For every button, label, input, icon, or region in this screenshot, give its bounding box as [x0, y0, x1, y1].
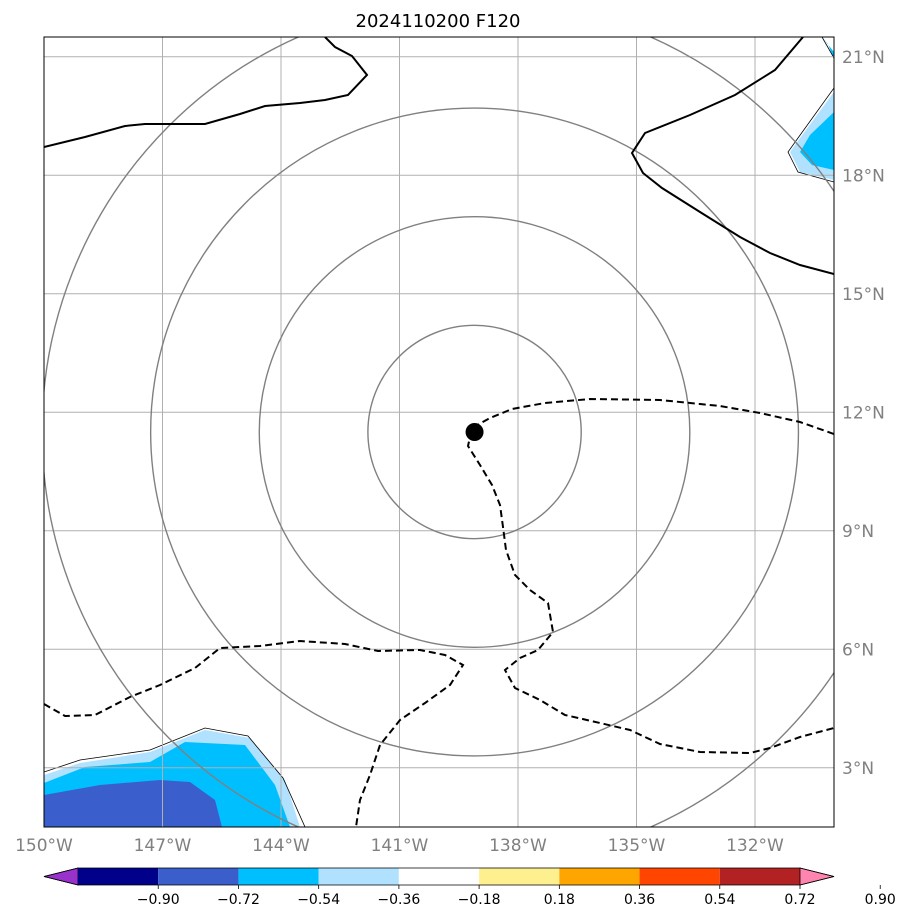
colorbar-outline	[43, 867, 835, 886]
shaded-field-southwest	[44, 727, 306, 827]
longitude-tick-labels: 150°W 147°W 144°W 141°W 138°W 135°W 132°W	[15, 836, 784, 856]
lat-tick-label: 6°N	[842, 640, 874, 660]
lon-tick-label: 141°W	[371, 836, 429, 856]
colorbar-swatch	[639, 868, 720, 885]
colorbar-label: −0.36	[377, 892, 420, 908]
colorbar-label: −0.72	[217, 892, 260, 908]
range-ring-2	[258, 216, 691, 648]
colorbar-label: 0.72	[784, 892, 815, 908]
colorbar-label: 0.90	[865, 892, 896, 908]
lon-tick-label: 147°W	[134, 836, 192, 856]
lat-tick-label: 9°N	[842, 522, 874, 542]
storm-center-marker	[465, 423, 484, 441]
colorbar-swatch	[479, 868, 560, 885]
lon-tick-label: 132°W	[726, 836, 784, 856]
colorbar: −0.90 −0.72 −0.54 −0.36 −0.18 0.18 0.36 0.54 0.7…	[43, 867, 896, 908]
colorbar-extend-high	[799, 867, 835, 886]
colorbar-swatch	[158, 868, 239, 885]
map-area	[44, 37, 834, 827]
lat-tick-label: 12°N	[842, 403, 885, 423]
shaded-field-northeast	[787, 37, 834, 183]
colorbar-label: 0.54	[704, 892, 735, 908]
map-frame	[43, 36, 835, 828]
dashed-contour-east	[466, 397, 834, 755]
range-rings	[44, 37, 834, 827]
colorbar-label: −0.90	[137, 892, 180, 908]
lat-tick-label: 21°N	[842, 48, 885, 68]
dashed-contour-south	[44, 639, 465, 827]
colorbar-label: 0.18	[544, 892, 575, 908]
solid-contour-northeast	[630, 37, 834, 275]
lat-tick-label: 15°N	[842, 285, 885, 305]
map-background	[44, 37, 834, 827]
colorbar-label: 0.36	[624, 892, 655, 908]
colorbar-swatch	[318, 868, 399, 885]
colorbar-swatch	[719, 868, 800, 885]
gridlines	[44, 37, 834, 827]
lon-tick-label: 135°W	[608, 836, 666, 856]
colorbar-label: −0.54	[297, 892, 340, 908]
lon-tick-label: 150°W	[15, 836, 73, 856]
lon-tick-label: 144°W	[252, 836, 310, 856]
lat-tick-label: 3°N	[842, 759, 874, 779]
map-title: 2024110200 F120	[356, 11, 521, 32]
range-ring-1	[367, 324, 582, 540]
colorbar-swatch	[238, 868, 319, 885]
solid-contour-northwest	[44, 37, 369, 148]
colorbar-swatch	[398, 868, 480, 885]
colorbar-swatch	[559, 868, 640, 885]
colorbar-label: −0.18	[458, 892, 501, 908]
colorbar-extend-low	[43, 867, 79, 886]
lat-tick-label: 18°N	[842, 166, 885, 186]
range-ring-3	[149, 107, 800, 757]
lon-tick-label: 138°W	[489, 836, 547, 856]
colorbar-swatch	[78, 868, 159, 885]
latitude-tick-labels: 21°N 18°N 15°N 12°N 9°N 6°N 3°N	[842, 48, 885, 779]
